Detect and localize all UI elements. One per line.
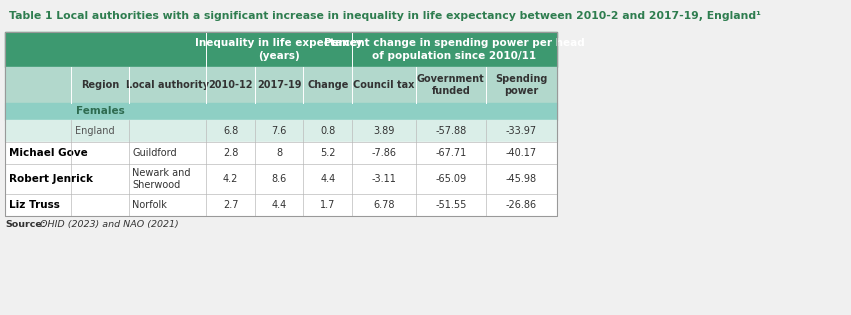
Text: 4.4: 4.4: [271, 200, 287, 210]
Bar: [5, 67, 557, 103]
Text: England: England: [75, 126, 115, 136]
Bar: [5, 32, 557, 67]
Text: Source:: Source:: [5, 220, 46, 229]
Bar: [5, 103, 557, 120]
Text: -67.71: -67.71: [435, 148, 466, 158]
Text: -57.88: -57.88: [435, 126, 466, 136]
Text: -3.11: -3.11: [371, 174, 397, 184]
Text: Norfolk: Norfolk: [133, 200, 167, 210]
Text: Newark and
Sherwood: Newark and Sherwood: [133, 168, 191, 190]
Text: Local authority: Local authority: [126, 80, 209, 90]
Text: Inequality in life expectancy
(years): Inequality in life expectancy (years): [196, 38, 363, 61]
Bar: [5, 164, 557, 194]
Text: -33.97: -33.97: [505, 126, 537, 136]
Text: Females: Females: [76, 106, 124, 117]
Text: Region: Region: [81, 80, 119, 90]
Text: 8: 8: [277, 148, 283, 158]
Text: Government
funded: Government funded: [417, 74, 485, 96]
Text: -40.17: -40.17: [505, 148, 537, 158]
Text: -7.86: -7.86: [371, 148, 397, 158]
Text: 3.89: 3.89: [373, 126, 395, 136]
Text: -51.55: -51.55: [435, 200, 466, 210]
Text: 4.4: 4.4: [320, 174, 335, 184]
Text: 5.2: 5.2: [320, 148, 335, 158]
Text: Council tax: Council tax: [353, 80, 414, 90]
Text: Guildford: Guildford: [133, 148, 177, 158]
Bar: [5, 142, 557, 164]
Text: Michael Gove: Michael Gove: [9, 148, 88, 158]
Text: 7.6: 7.6: [271, 126, 287, 136]
Text: OHID (2023) and NAO (2021): OHID (2023) and NAO (2021): [37, 220, 179, 229]
Text: Robert Jenrick: Robert Jenrick: [9, 174, 93, 184]
Bar: [0, 0, 751, 32]
Text: -26.86: -26.86: [505, 200, 537, 210]
Text: 2.8: 2.8: [223, 148, 238, 158]
Text: Table 1 Local authorities with a significant increase in inequality in life expe: Table 1 Local authorities with a signifi…: [9, 11, 761, 21]
Bar: [5, 194, 557, 216]
Text: 6.8: 6.8: [223, 126, 238, 136]
Text: 6.78: 6.78: [373, 200, 395, 210]
Text: 8.6: 8.6: [271, 174, 287, 184]
Text: Liz Truss: Liz Truss: [9, 200, 60, 210]
Text: Percent change in spending power per head
of population since 2010/11: Percent change in spending power per hea…: [324, 38, 585, 61]
Text: 2.7: 2.7: [223, 200, 238, 210]
Text: 2017-19: 2017-19: [257, 80, 301, 90]
Text: 1.7: 1.7: [320, 200, 335, 210]
Text: -65.09: -65.09: [435, 174, 466, 184]
Text: Spending
power: Spending power: [495, 74, 547, 96]
Text: -45.98: -45.98: [505, 174, 537, 184]
Text: 2010-12: 2010-12: [208, 80, 253, 90]
Bar: [5, 32, 557, 216]
Bar: [5, 120, 557, 142]
Text: 0.8: 0.8: [320, 126, 335, 136]
Text: Change: Change: [307, 80, 348, 90]
Text: 4.2: 4.2: [223, 174, 238, 184]
